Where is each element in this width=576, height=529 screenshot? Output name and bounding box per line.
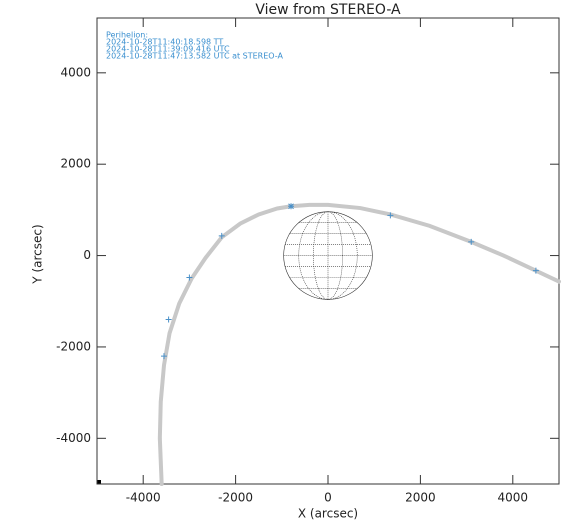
time-tick [218, 232, 225, 239]
time-tick [387, 212, 394, 219]
time-tick [532, 267, 539, 274]
y-tick-label: -2000 [56, 339, 91, 353]
y-axis-label: Y (arcsec) [31, 224, 45, 284]
corner-marker [97, 480, 101, 484]
annotation: Perihelion: [106, 31, 148, 40]
time-tick [186, 274, 193, 281]
time-tick [468, 238, 475, 245]
x-axis-label: X (arcsec) [298, 507, 358, 521]
x-tick-label: -4000 [126, 491, 161, 505]
x-tick-label: 0 [324, 491, 332, 505]
annotation: 2024-10-28T11:47:13.582 UTC at STEREO-A [106, 52, 284, 61]
annotation: 2024-10-28T11:40:18.598 TT [106, 38, 223, 47]
x-tick-label: -2000 [218, 491, 253, 505]
y-tick-label: 4000 [60, 65, 91, 79]
sun-meridian [298, 211, 358, 300]
y-tick-label: -4000 [56, 431, 91, 445]
x-tick-label: 2000 [405, 491, 436, 505]
x-tick-label: 4000 [498, 491, 529, 505]
time-tick [160, 353, 167, 360]
chart-title: View from STEREO-A [255, 2, 401, 18]
trajectory-line [157, 202, 561, 486]
perihelion-marker [288, 203, 295, 210]
y-tick-label: 0 [83, 248, 91, 262]
annotation: 2024-10-28T11:39:09.416 UTC [106, 45, 230, 54]
y-tick-label: 2000 [60, 157, 91, 171]
time-tick [165, 316, 172, 323]
